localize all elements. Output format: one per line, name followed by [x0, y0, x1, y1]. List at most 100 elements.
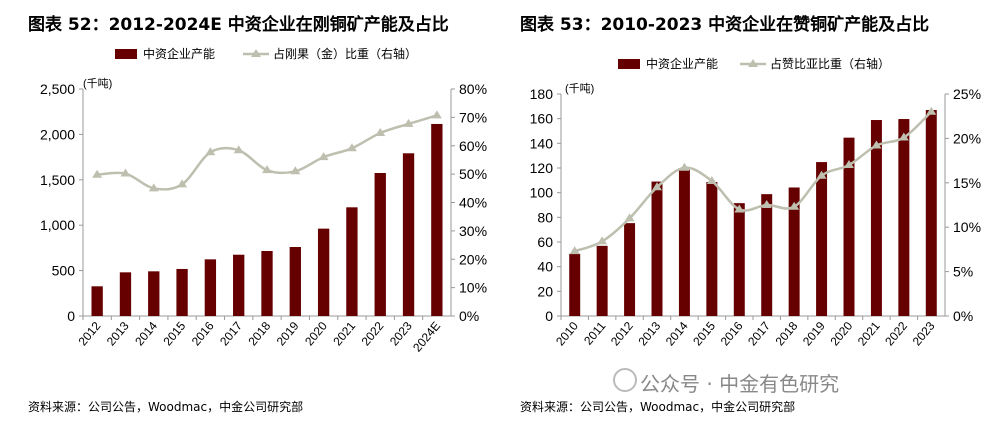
- legend-bar-swatch: [618, 59, 640, 69]
- bar: [843, 137, 855, 316]
- line-marker: [262, 165, 272, 174]
- line-marker: [346, 143, 357, 152]
- y-tick-label: 140: [530, 135, 554, 151]
- bar: [596, 245, 608, 316]
- y2-tick-label: 25%: [953, 86, 981, 102]
- y-tick-label: 20: [537, 283, 553, 299]
- y-tick-label: 60: [537, 234, 553, 250]
- line-marker: [624, 213, 635, 222]
- y-tick-label: 1,000: [40, 217, 75, 233]
- x-tick-label: 2019: [800, 319, 828, 349]
- legend-bar-label: 中资企业产能: [143, 46, 215, 61]
- line-marker: [926, 106, 937, 115]
- legend-bar-label: 中资企业产能: [646, 56, 718, 71]
- y-tick-label: 40: [537, 259, 553, 275]
- line-marker: [844, 160, 854, 169]
- y2-tick-label: 20%: [459, 251, 487, 267]
- y2-tick-label: 0%: [459, 308, 479, 324]
- x-tick-label: 2017: [745, 319, 773, 349]
- y-tick-label: 180: [530, 86, 554, 102]
- y-tick-label: 100: [530, 185, 554, 201]
- y2-tick-label: 0%: [953, 308, 973, 324]
- y-tick-label: 2,500: [40, 81, 75, 97]
- y-tick-label: 160: [530, 111, 554, 127]
- line-marker: [120, 168, 131, 177]
- line-marker: [205, 147, 216, 156]
- bar: [317, 228, 330, 316]
- line-marker: [148, 183, 159, 192]
- legend-line-label: 占刚果（金）比重（右轴）: [273, 46, 417, 61]
- chart1-source: 资料来源：公司公告，Woodmac，中金公司研究部: [28, 400, 304, 414]
- bar: [733, 203, 745, 316]
- x-tick-label: 2023: [910, 319, 938, 349]
- line-marker: [569, 246, 580, 255]
- y2-tick-label: 50%: [459, 166, 487, 182]
- line-marker: [318, 152, 329, 161]
- bar: [289, 246, 301, 316]
- x-tick-label: 2010: [553, 319, 581, 349]
- y-tick-label: 120: [530, 160, 554, 176]
- y2-tick-label: 10%: [459, 280, 487, 296]
- legend-line-marker: [251, 49, 261, 57]
- bar: [678, 169, 690, 316]
- line-marker: [375, 127, 386, 136]
- legend-line-label: 占赞比亚比重（右轴）: [770, 56, 890, 71]
- y2-tick-label: 40%: [459, 195, 487, 211]
- bar: [788, 187, 800, 316]
- x-tick-label: 2016: [718, 319, 746, 349]
- bar: [431, 123, 443, 316]
- y-tick-label: 1,500: [40, 172, 75, 188]
- line-marker: [706, 176, 717, 185]
- x-tick-label: 2012: [608, 319, 636, 349]
- y-tick-label: 0: [545, 308, 553, 324]
- y-tick-label: 80: [537, 209, 553, 225]
- bar: [204, 259, 217, 316]
- watermark: 公众号 · 中金有色研究: [640, 372, 840, 396]
- bar: [148, 271, 160, 316]
- bar: [261, 250, 273, 316]
- y-tick-label: 500: [52, 263, 76, 279]
- x-tick-label: 2013: [635, 319, 663, 349]
- x-tick-label: 2013: [104, 319, 132, 349]
- x-tick-label: 2011: [581, 319, 609, 348]
- y-tick-label: 2,000: [40, 126, 75, 142]
- line-marker: [290, 166, 301, 175]
- line-marker: [789, 201, 800, 210]
- unit-label: (千吨): [83, 77, 112, 90]
- y2-tick-label: 80%: [459, 81, 487, 97]
- y2-tick-label: 60%: [459, 138, 487, 154]
- y2-tick-label: 20%: [953, 130, 981, 146]
- bar: [91, 286, 103, 316]
- y2-tick-label: 10%: [953, 219, 981, 235]
- bar: [624, 223, 636, 316]
- bar: [761, 194, 773, 316]
- bar: [346, 207, 358, 316]
- bar: [233, 254, 245, 316]
- line-marker: [871, 140, 882, 149]
- bar: [870, 120, 882, 316]
- legend-bar-swatch: [115, 49, 137, 59]
- x-tick-label: 2014: [663, 319, 691, 349]
- bar: [651, 181, 663, 316]
- bar: [925, 110, 937, 317]
- y2-tick-label: 30%: [459, 223, 487, 239]
- bar: [816, 162, 828, 316]
- x-tick-label: 2012: [76, 319, 104, 349]
- line-marker: [652, 182, 662, 191]
- x-tick-label: 2021: [855, 319, 883, 349]
- y2-tick-label: 70%: [459, 109, 487, 125]
- y2-tick-label: 15%: [953, 175, 981, 191]
- line-marker: [898, 132, 909, 141]
- x-tick-label: 2018: [773, 319, 801, 349]
- y2-tick-label: 5%: [953, 264, 973, 280]
- x-tick-label: 2021: [330, 319, 358, 349]
- x-tick-label: 2014: [132, 319, 160, 349]
- bar: [374, 172, 386, 316]
- unit-label: (千吨): [565, 82, 594, 95]
- line-marker: [177, 179, 188, 188]
- chart2-source: 资料来源：公司公告，Woodmac，中金公司研究部: [520, 400, 796, 414]
- line-marker: [679, 162, 690, 171]
- x-tick-label: 2020: [827, 319, 855, 349]
- line-marker: [92, 169, 103, 178]
